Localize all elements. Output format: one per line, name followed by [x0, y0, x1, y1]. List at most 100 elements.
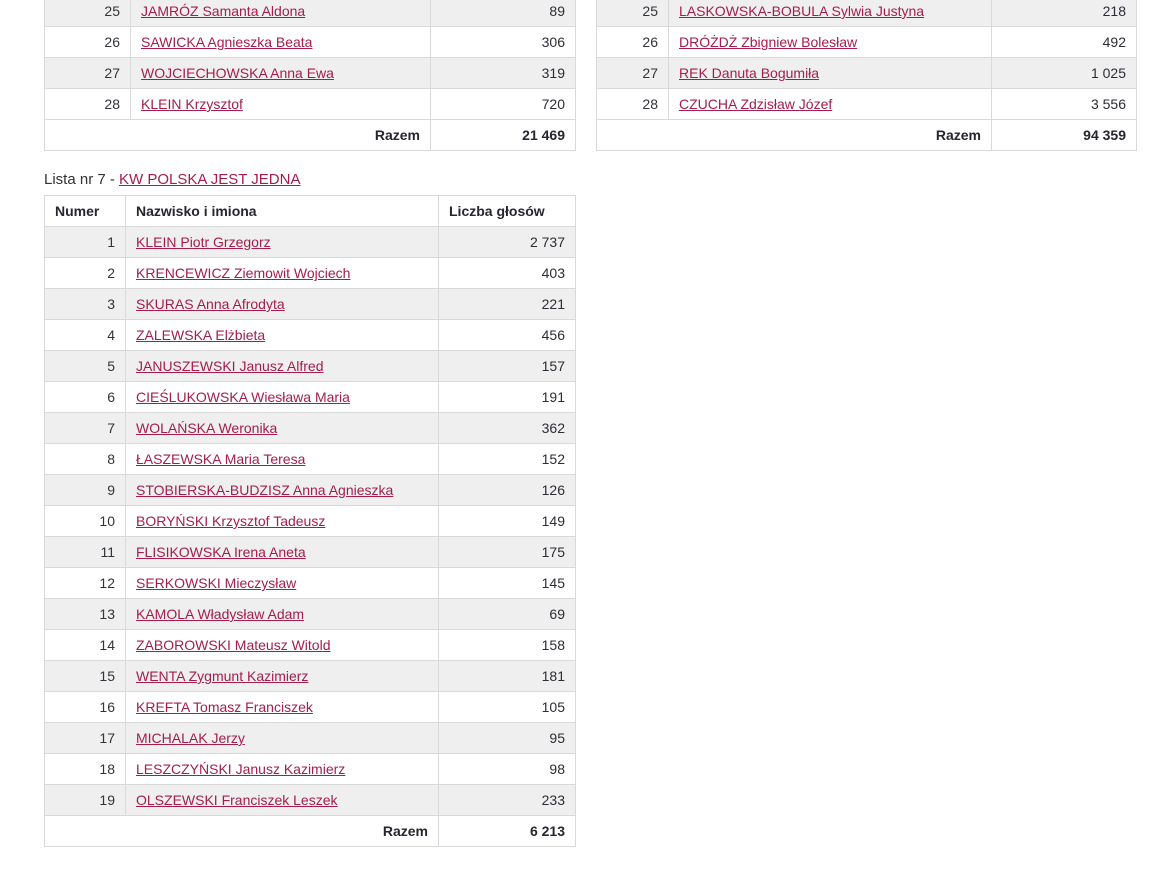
- table-row: 25 LASKOWSKA-BOBULA Sylwia Justyna 218: [596, 0, 1137, 27]
- candidate-name-cell: MICHALAK Jerzy: [125, 722, 439, 754]
- table-row: 17 MICHALAK Jerzy 95: [44, 722, 576, 754]
- candidate-name-cell: KLEIN Krzysztof: [130, 88, 431, 120]
- votes-cell: 456: [438, 319, 576, 351]
- table-row: 25 JAMRÓZ Samanta Aldona 89: [44, 0, 576, 27]
- candidate-link[interactable]: LASKOWSKA-BOBULA Sylwia Justyna: [679, 3, 925, 19]
- table-row: 16 KREFTA Tomasz Franciszek 105: [44, 691, 576, 723]
- candidate-name-cell: KREFTA Tomasz Franciszek: [125, 691, 439, 723]
- candidate-link[interactable]: SERKOWSKI Mieczysław: [136, 575, 297, 591]
- votes-cell: 319: [430, 57, 576, 89]
- candidate-name-cell: ŁASZEWSKA Maria Teresa: [125, 443, 439, 475]
- candidate-number-cell: 17: [44, 722, 126, 754]
- candidate-link[interactable]: ZABOROWSKI Mateusz Witold: [136, 637, 331, 653]
- candidate-number-cell: 12: [44, 567, 126, 599]
- candidate-link[interactable]: SAWICKA Agnieszka Beata: [141, 34, 313, 50]
- votes-cell: 1 025: [991, 57, 1137, 89]
- candidate-number-cell: 11: [44, 536, 126, 568]
- total-votes-cell: 21 469: [430, 119, 576, 151]
- votes-cell: 218: [991, 0, 1137, 27]
- candidate-number-cell: 9: [44, 474, 126, 506]
- table-row: 15 WENTA Zygmunt Kazimierz 181: [44, 660, 576, 692]
- candidate-name-cell: SAWICKA Agnieszka Beata: [130, 26, 431, 58]
- candidate-link[interactable]: LESZCZYŃSKI Janusz Kazimierz: [136, 761, 346, 777]
- candidate-link[interactable]: DRÓŻDŻ Zbigniew Bolesław: [679, 34, 858, 50]
- candidate-number-cell: 25: [596, 0, 669, 27]
- candidate-name-cell: REK Danuta Bogumiła: [668, 57, 992, 89]
- candidate-link[interactable]: OLSZEWSKI Franciszek Leszek: [136, 792, 338, 808]
- candidate-number-cell: 6: [44, 381, 126, 413]
- candidate-link[interactable]: CIEŚLUKOWSKA Wiesława Maria: [136, 389, 350, 405]
- candidate-number-cell: 14: [44, 629, 126, 661]
- total-votes-cell: 6 213: [438, 815, 576, 847]
- candidate-name-cell: STOBIERSKA-BUDZISZ Anna Agnieszka: [125, 474, 439, 506]
- table-row: 9 STOBIERSKA-BUDZISZ Anna Agnieszka 126: [44, 474, 576, 506]
- candidate-name-cell: FLISIKOWSKA Irena Aneta: [125, 536, 439, 568]
- candidate-number-cell: 2: [44, 257, 126, 289]
- candidate-link[interactable]: WOLAŃSKA Weronika: [136, 420, 278, 436]
- candidate-link[interactable]: SKURAS Anna Afrodyta: [136, 296, 285, 312]
- table-row: 2 KRENCEWICZ Ziemowit Wojciech 403: [44, 257, 576, 289]
- candidate-link[interactable]: BORYŃSKI Krzysztof Tadeusz: [136, 513, 326, 529]
- candidate-name-cell: WOLAŃSKA Weronika: [125, 412, 439, 444]
- candidate-number-cell: 26: [596, 26, 669, 58]
- candidate-link[interactable]: MICHALAK Jerzy: [136, 730, 245, 746]
- candidate-link[interactable]: KLEIN Krzysztof: [141, 96, 243, 112]
- votes-cell: 306: [430, 26, 576, 58]
- candidate-link[interactable]: KAMOLA Władysław Adam: [136, 606, 305, 622]
- right-candidates-table: 25 LASKOWSKA-BOBULA Sylwia Justyna 218 2…: [596, 0, 1137, 151]
- committee-link[interactable]: KW POLSKA JEST JEDNA: [119, 171, 301, 188]
- total-label-cell: Razem: [596, 119, 992, 151]
- candidate-number-cell: 10: [44, 505, 126, 537]
- candidate-link[interactable]: ŁASZEWSKA Maria Teresa: [136, 451, 306, 467]
- candidate-link[interactable]: JANUSZEWSKI Janusz Alfred: [136, 358, 324, 374]
- candidate-link[interactable]: KREFTA Tomasz Franciszek: [136, 699, 313, 715]
- candidate-number-cell: 4: [44, 319, 126, 351]
- candidate-link[interactable]: KLEIN Piotr Grzegorz: [136, 234, 271, 250]
- candidate-link[interactable]: JAMRÓZ Samanta Aldona: [141, 3, 306, 19]
- candidate-name-cell: ZABOROWSKI Mateusz Witold: [125, 629, 439, 661]
- total-votes-cell: 94 359: [991, 119, 1137, 151]
- candidate-name-cell: SERKOWSKI Mieczysław: [125, 567, 439, 599]
- table-row: 4 ZALEWSKA Elżbieta 456: [44, 319, 576, 351]
- candidate-link[interactable]: STOBIERSKA-BUDZISZ Anna Agnieszka: [136, 482, 394, 498]
- candidate-name-cell: BORYŃSKI Krzysztof Tadeusz: [125, 505, 439, 537]
- candidate-name-cell: LASKOWSKA-BOBULA Sylwia Justyna: [668, 0, 992, 27]
- candidate-name-cell: KLEIN Piotr Grzegorz: [125, 226, 439, 258]
- table-row: 27 WOJCIECHOWSKA Anna Ewa 319: [44, 57, 576, 89]
- candidate-number-cell: 19: [44, 784, 126, 816]
- candidate-link[interactable]: REK Danuta Bogumiła: [679, 65, 820, 81]
- table-row: 18 LESZCZYŃSKI Janusz Kazimierz 98: [44, 753, 576, 785]
- table-row: 11 FLISIKOWSKA Irena Aneta 175: [44, 536, 576, 568]
- candidate-link[interactable]: KRENCEWICZ Ziemowit Wojciech: [136, 265, 351, 281]
- candidate-name-cell: ZALEWSKA Elżbieta: [125, 319, 439, 351]
- table-row: 14 ZABOROWSKI Mateusz Witold 158: [44, 629, 576, 661]
- candidate-name-cell: CZUCHA Zdzisław Józef: [668, 88, 992, 120]
- votes-cell: 233: [438, 784, 576, 816]
- votes-cell: 105: [438, 691, 576, 723]
- candidate-link[interactable]: WENTA Zygmunt Kazimierz: [136, 668, 309, 684]
- table-row: 27 REK Danuta Bogumiła 1 025: [596, 57, 1137, 89]
- candidate-number-cell: 7: [44, 412, 126, 444]
- column-header-nazwisko: Nazwisko i imiona: [125, 195, 439, 227]
- votes-cell: 69: [438, 598, 576, 630]
- candidate-number-cell: 25: [44, 0, 131, 27]
- votes-cell: 720: [430, 88, 576, 120]
- total-row: Razem 6 213: [44, 815, 576, 847]
- candidate-link[interactable]: FLISIKOWSKA Irena Aneta: [136, 544, 306, 560]
- list7-table: Numer Nazwisko i imiona Liczba głosów 1 …: [44, 195, 576, 847]
- candidate-link[interactable]: WOJCIECHOWSKA Anna Ewa: [141, 65, 334, 81]
- table-row: 1 KLEIN Piotr Grzegorz 2 737: [44, 226, 576, 258]
- table-row: 12 SERKOWSKI Mieczysław 145: [44, 567, 576, 599]
- candidate-link[interactable]: ZALEWSKA Elżbieta: [136, 327, 266, 343]
- candidate-number-cell: 18: [44, 753, 126, 785]
- partial-tables-section: 25 JAMRÓZ Samanta Aldona 89 26 SAWICKA A…: [44, 0, 1153, 157]
- candidate-link[interactable]: CZUCHA Zdzisław Józef: [679, 96, 833, 112]
- votes-cell: 492: [991, 26, 1137, 58]
- votes-cell: 362: [438, 412, 576, 444]
- candidate-number-cell: 16: [44, 691, 126, 723]
- table-row: 6 CIEŚLUKOWSKA Wiesława Maria 191: [44, 381, 576, 413]
- votes-cell: 221: [438, 288, 576, 320]
- votes-cell: 175: [438, 536, 576, 568]
- table-row: 28 CZUCHA Zdzisław Józef 3 556: [596, 88, 1137, 120]
